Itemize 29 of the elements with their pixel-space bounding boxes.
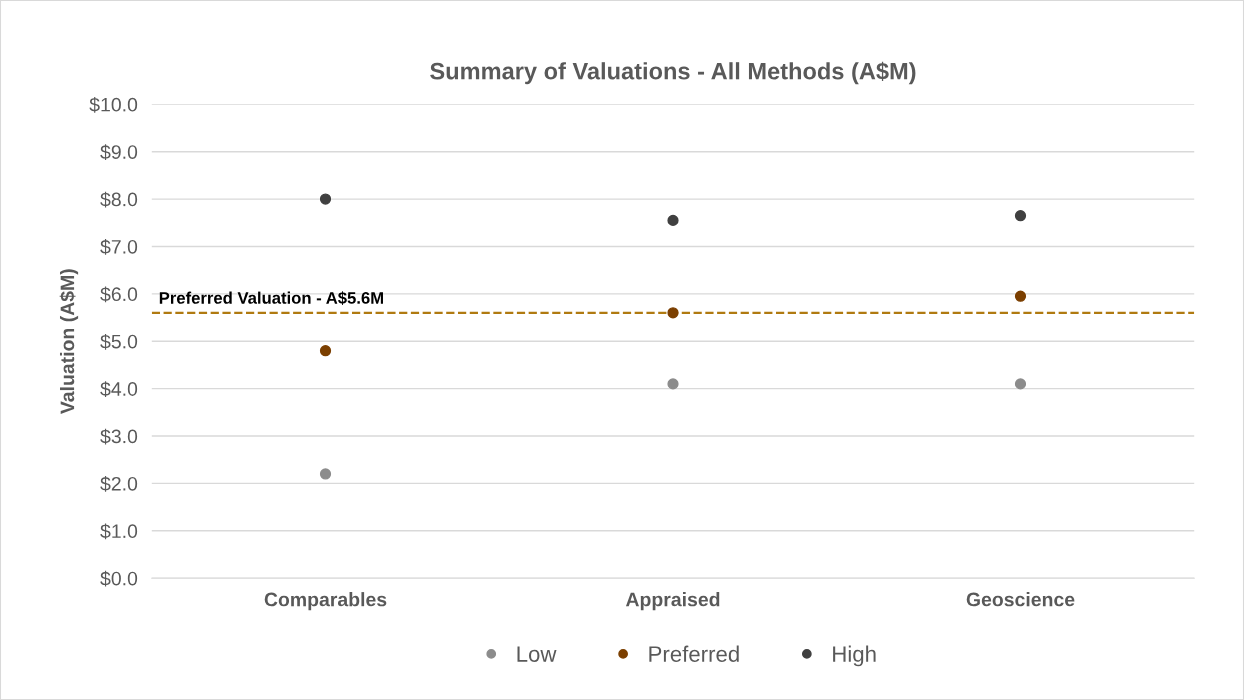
- ref-line-label: Preferred Valuation - A$5.6M: [159, 291, 383, 305]
- legend-label: High: [833, 645, 876, 667]
- y-tick-label: $2.0: [100, 476, 138, 492]
- legend-label: Preferred: [649, 645, 739, 662]
- point: [319, 468, 332, 480]
- y-tick-label: $3.0: [100, 428, 138, 445]
- point: [667, 378, 679, 390]
- y-tick-label: $10.0: [89, 96, 138, 113]
- point: [667, 214, 679, 227]
- point: [1014, 378, 1027, 390]
- y-tick-label: $7.0: [100, 239, 138, 255]
- x-tick-label: Geoscience: [966, 592, 1075, 607]
- point: [1014, 290, 1027, 302]
- y-tick-label: $0.0: [100, 570, 138, 587]
- x-tick-label: Comparables: [264, 592, 387, 611]
- chart-title: Summary of Valuations - All Methods (A$M): [430, 61, 916, 85]
- legend-label: Low: [517, 646, 557, 662]
- point: [667, 307, 679, 319]
- point: [319, 193, 332, 205]
- point: [319, 345, 332, 357]
- point: [1014, 210, 1027, 222]
- y-tick-label: $1.0: [100, 523, 138, 540]
- y-tick-label: $9.0: [100, 144, 138, 161]
- y-tick-label: $4.0: [100, 381, 138, 398]
- y-tick-label: $6.0: [100, 286, 138, 303]
- x-tick-label: Appraised: [625, 592, 720, 611]
- y-tick-label: $8.0: [100, 191, 138, 208]
- y-axis-title: Valuation (A$M): [59, 269, 79, 415]
- y-tick-label: $5.0: [100, 333, 138, 350]
